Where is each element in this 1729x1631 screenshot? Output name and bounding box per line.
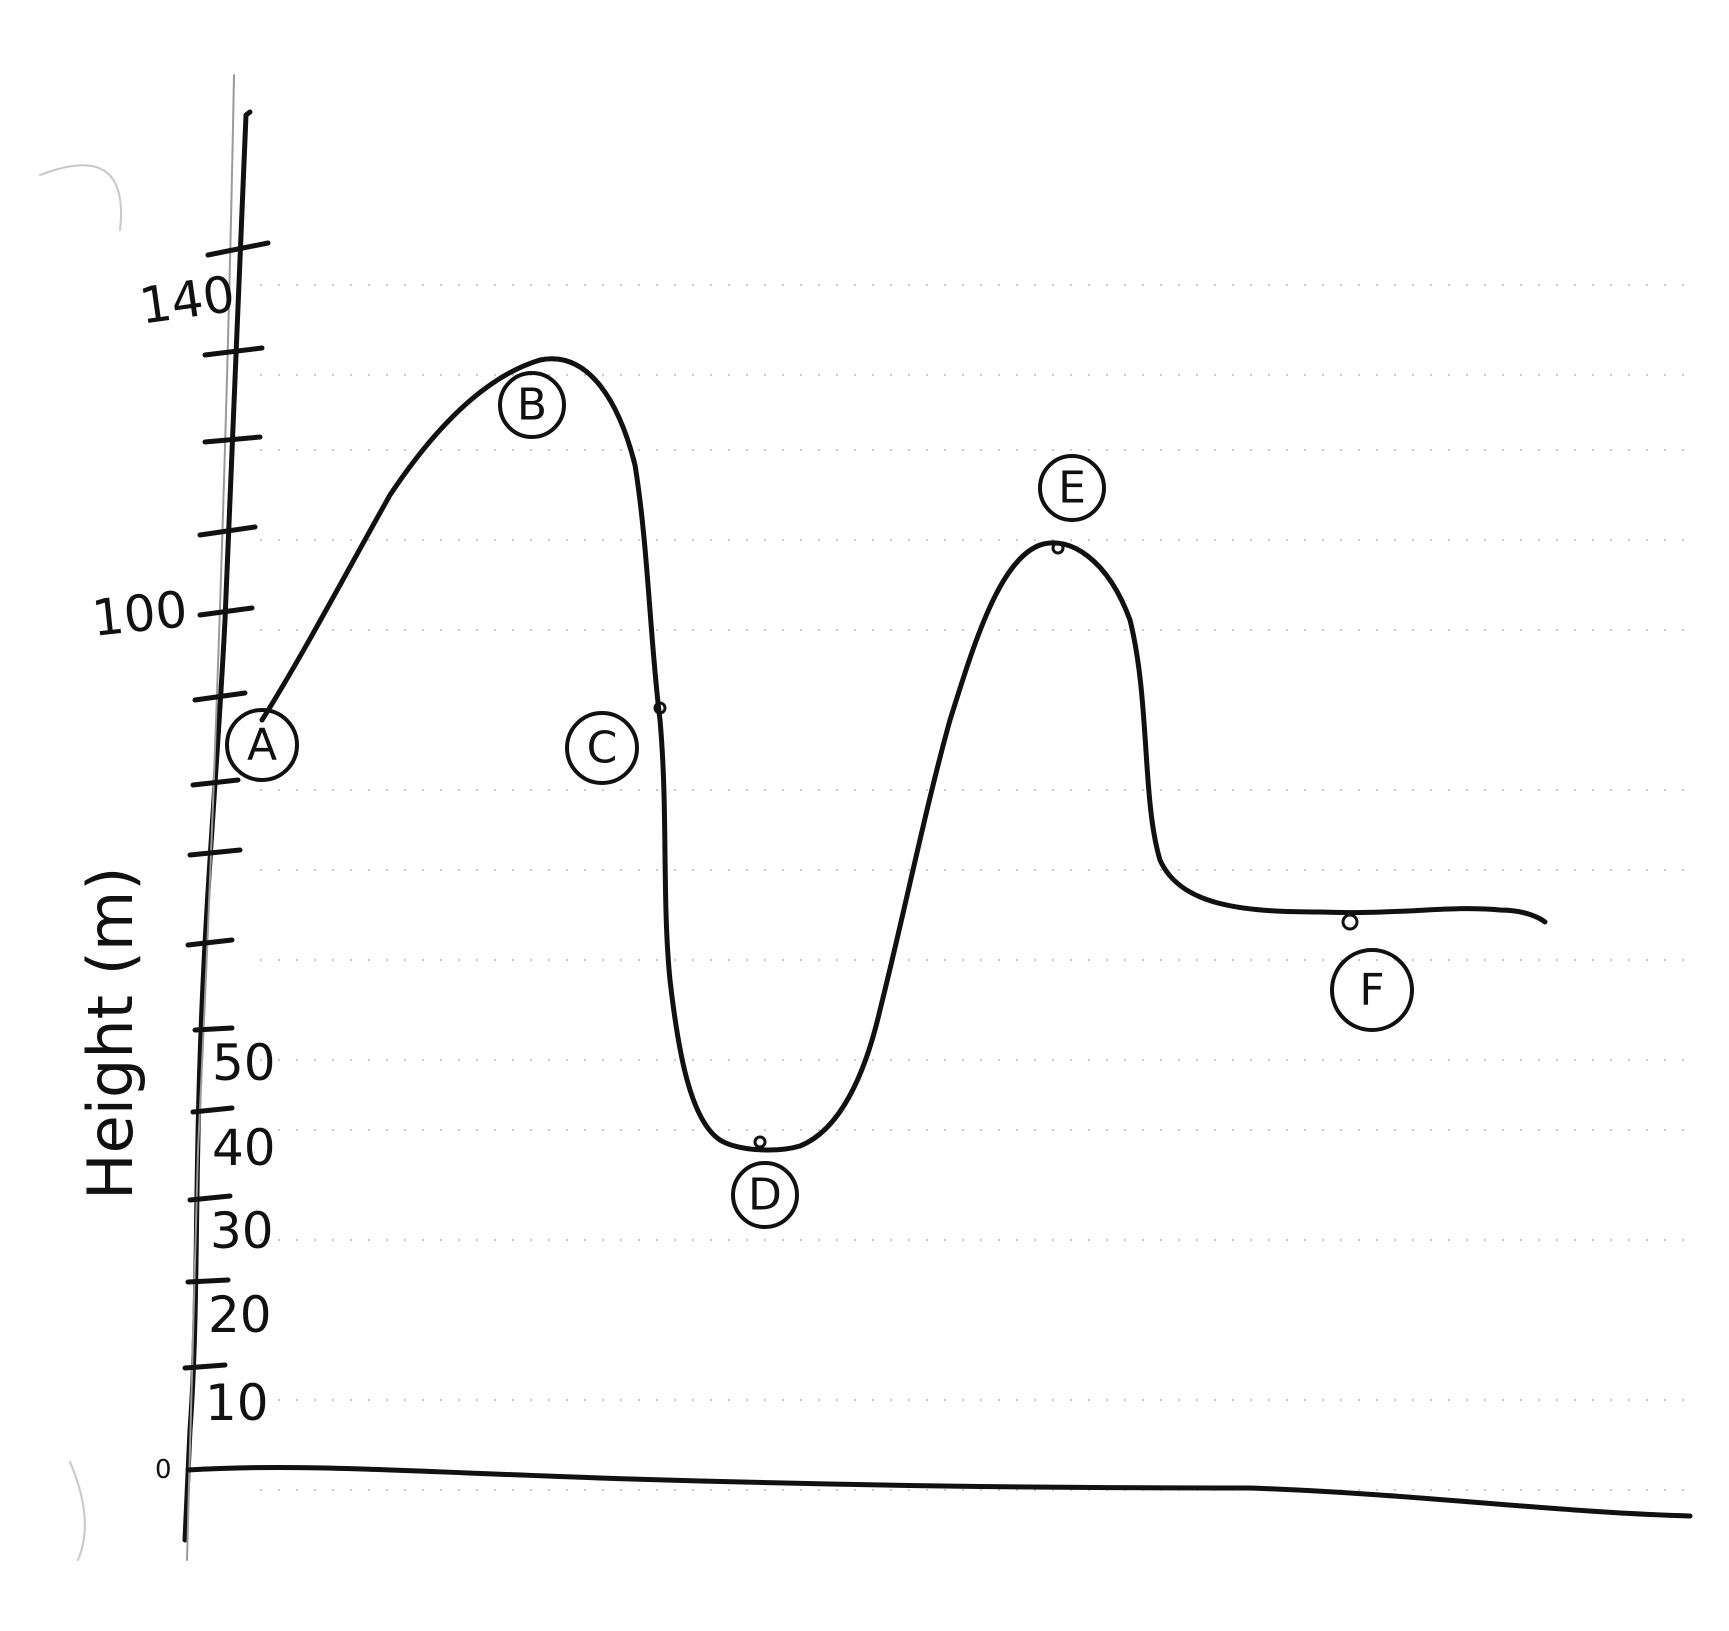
point-a-label: A	[247, 720, 277, 771]
point-c-circle	[565, 711, 639, 785]
x-axis-line	[185, 1464, 1693, 1519]
point-d-label: D	[748, 1170, 782, 1221]
point-f: F	[1330, 948, 1414, 1032]
tick-20	[185, 1277, 231, 1285]
tick-label-30: 30	[210, 1202, 274, 1260]
tick-30	[187, 1193, 233, 1203]
curve-point-markers	[653, 541, 1359, 1149]
point-a-circle	[225, 708, 299, 782]
point-f-label: F	[1359, 965, 1384, 1016]
tick-60	[185, 937, 235, 948]
marker-d	[753, 1135, 767, 1149]
tick-label-40: 40	[212, 1119, 276, 1177]
punch-hole-bottom	[69, 1461, 86, 1561]
y-axis-ticks	[182, 240, 271, 1371]
tick-80	[190, 777, 241, 788]
tick-label-20: 20	[208, 1286, 272, 1344]
tick-140	[205, 240, 271, 258]
tick-label-10: 10	[205, 1374, 269, 1432]
tick-50	[192, 1025, 235, 1033]
point-labels: A B C D E F	[225, 371, 1414, 1229]
y-axis-pencil-line	[186, 74, 235, 1561]
tick-label-140: 140	[136, 265, 239, 336]
tick-label-50: 50	[212, 1034, 276, 1092]
tick-label-100: 100	[89, 580, 190, 648]
point-c: C	[565, 711, 639, 785]
tick-120	[202, 434, 263, 445]
tick-110	[197, 524, 258, 538]
tick-100	[197, 605, 255, 618]
point-f-circle	[1330, 948, 1414, 1032]
marker-f	[1341, 913, 1359, 931]
paper-dot-ruling	[260, 284, 1700, 1491]
marker-c	[653, 701, 667, 715]
point-a: A	[225, 708, 299, 782]
tick-90	[192, 690, 248, 703]
punch-hole-top	[39, 164, 122, 231]
point-e-circle	[1038, 454, 1106, 522]
tick-130	[202, 345, 265, 358]
point-c-label: C	[587, 723, 618, 774]
point-b-label: B	[517, 380, 547, 431]
point-d: D	[731, 1161, 799, 1229]
point-b-circle	[498, 371, 566, 439]
point-b: B	[498, 371, 566, 439]
point-d-circle	[731, 1161, 799, 1229]
tick-40	[190, 1105, 235, 1115]
marker-e	[1051, 541, 1065, 555]
point-e: E	[1038, 454, 1106, 522]
height-curve	[259, 356, 1548, 1153]
y-axis-tick-labels: 140 100 50 40 30 20 10 0	[89, 265, 275, 1485]
y-axis-title: Height (m)	[74, 867, 147, 1200]
tick-70	[187, 847, 243, 858]
point-e-label: E	[1058, 463, 1086, 514]
tick-10	[182, 1362, 228, 1371]
tick-label-0: 0	[155, 1455, 172, 1485]
